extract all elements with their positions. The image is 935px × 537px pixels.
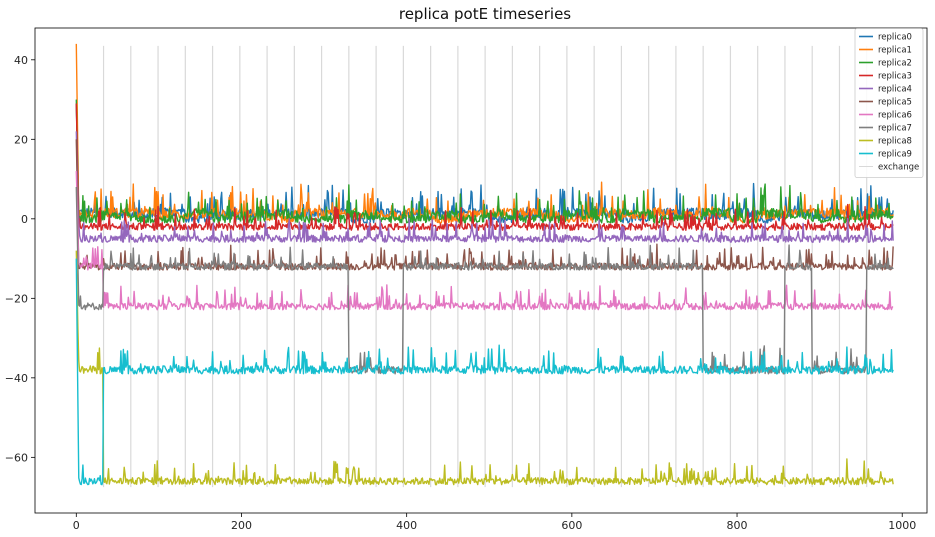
legend-label-replica8: replica8 (878, 137, 912, 147)
x-axis: 0 200 400 600 800 1000 (73, 513, 916, 532)
x-tick-label: 400 (396, 519, 417, 532)
y-tick-label: −20 (5, 292, 28, 305)
legend-label-replica4: replica4 (878, 85, 912, 95)
legend-label-replica2: replica2 (878, 59, 912, 69)
series-line-replica2 (75, 99, 894, 224)
series-line-replica6 (75, 171, 894, 311)
series-line-replica4 (75, 131, 894, 243)
series-line-replica9 (75, 258, 894, 486)
axes-frame (34, 27, 928, 514)
legend-label-replica7: replica7 (878, 124, 912, 134)
series-line-replica3 (75, 103, 894, 231)
x-tick-label: 200 (231, 519, 252, 532)
x-tick-label: 600 (561, 519, 582, 532)
x-tick-label: 0 (73, 519, 80, 532)
legend-label-replica1: replica1 (878, 46, 912, 56)
legend-label-replica3: replica3 (878, 72, 912, 82)
legend-label-replica9: replica9 (878, 150, 912, 160)
plot-area (75, 43, 894, 488)
series-line-replica8 (75, 250, 894, 486)
y-tick-label: −60 (5, 451, 28, 464)
legend: replica0 replica1 replica2 replica3 replica4… (854, 28, 924, 178)
x-tick-label: 1000 (888, 519, 916, 532)
y-tick-label: 0 (21, 213, 28, 226)
legend-label-replica5: replica5 (878, 98, 912, 108)
y-tick-label: −40 (5, 372, 28, 385)
y-tick-label: 40 (14, 54, 28, 67)
y-axis: −60 −40 −20 0 20 40 (5, 54, 35, 464)
legend-label-replica6: replica6 (878, 111, 912, 121)
y-tick-label: 20 (14, 133, 28, 146)
legend-label-replica0: replica0 (878, 33, 912, 43)
chart-title: replica potE timeseries (399, 5, 571, 23)
x-tick-label: 800 (727, 519, 748, 532)
legend-label-exchange: exchange (878, 163, 919, 173)
